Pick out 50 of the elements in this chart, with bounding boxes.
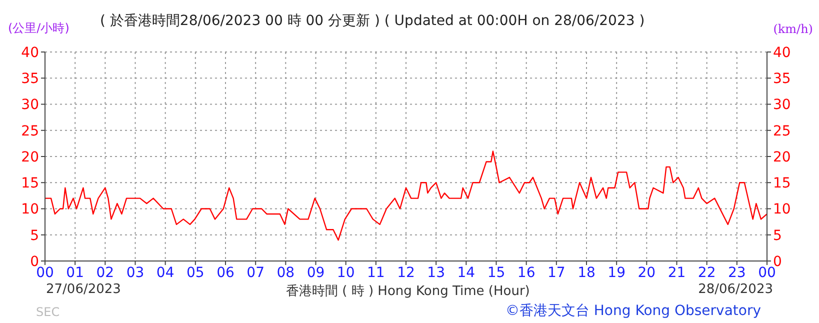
y2-tick-label: 20 [773, 149, 791, 166]
text: 28/06/2023 [698, 282, 773, 297]
y-tick-label: 35 [21, 71, 39, 88]
y-tick-label: 20 [21, 149, 39, 166]
y2-tick-label: 40 [773, 44, 791, 61]
text: SEC [36, 305, 60, 319]
y2-tick-label: 5 [773, 228, 782, 244]
x-tick-label: 18 [578, 264, 596, 281]
x-tick-label: 17 [548, 264, 566, 281]
x-tick-label: 04 [156, 264, 174, 281]
text: ©香港天文台 Hong Kong Observatory [505, 302, 761, 320]
x-tick-label: 22 [698, 264, 716, 281]
x-tick-label: 05 [186, 264, 204, 281]
y-tick-label: 15 [21, 176, 39, 192]
y-axis-title: (公里/小時) [8, 20, 70, 37]
x-tick-label: 13 [427, 264, 445, 281]
x-tick-label: 11 [367, 264, 385, 281]
x-tick-label: 01 [66, 264, 84, 281]
x-axis-title: 香港時間 ( 時 ) Hong Kong Time (Hour) [286, 283, 530, 300]
x-tick-label: 00 [758, 264, 776, 281]
x-tick-label: 02 [96, 264, 114, 281]
x-tick-label: 14 [457, 264, 476, 281]
x-tick-label: 00 [36, 264, 54, 281]
x-tick-label: 10 [336, 264, 355, 281]
x-tick-label: 09 [306, 264, 325, 281]
x-tick-label: 16 [517, 264, 536, 281]
y2-tick-label: 25 [773, 123, 791, 140]
x-tick-label: 07 [246, 264, 264, 281]
y2-tick-label: 15 [773, 176, 791, 192]
y-tick-label: 25 [21, 123, 39, 140]
x-tick-label: 03 [126, 264, 144, 281]
y-tick-label: 10 [21, 202, 39, 218]
y2-tick-label: 10 [773, 202, 791, 218]
line-series [45, 150, 767, 241]
x-tick-label: 06 [216, 264, 234, 281]
x-tick-label: 15 [487, 264, 506, 281]
y2-tick-label: 35 [773, 71, 791, 88]
x-tick-label: 23 [728, 264, 746, 281]
x-tick-label: 21 [668, 264, 686, 281]
y-tick-label: 5 [30, 228, 39, 244]
x-tick-label: 20 [638, 264, 656, 281]
text: 27/06/2023 [46, 282, 121, 297]
y-tick-label: 40 [21, 44, 39, 61]
y2-axis-title: (km/h) [773, 22, 813, 36]
x-tick-label: 08 [276, 264, 295, 281]
x-tick-label: 12 [397, 264, 415, 281]
y2-tick-label: 30 [773, 97, 791, 114]
x-tick-label: 19 [608, 264, 626, 281]
y-tick-label: 30 [21, 97, 39, 114]
chart-title: ( 於香港時間28/06/2023 00 時 00 分更新 ) ( Updated at 00:00H on 28/06/2023 ) [100, 12, 646, 30]
